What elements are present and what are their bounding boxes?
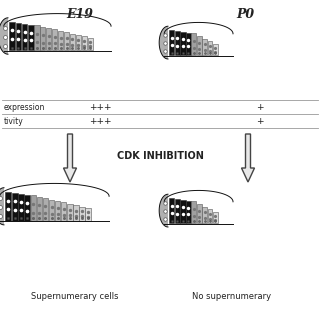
Bar [24, 196, 30, 220]
Text: E19: E19 [67, 8, 93, 21]
Bar [36, 197, 42, 220]
Bar [73, 205, 79, 220]
Bar [52, 29, 57, 50]
Text: Supernumerary cells: Supernumerary cells [31, 292, 119, 301]
Bar [79, 207, 85, 220]
Bar [213, 212, 218, 223]
Bar [85, 208, 91, 220]
Bar [16, 23, 21, 50]
Bar [64, 32, 69, 50]
Bar [180, 200, 186, 223]
Bar [175, 199, 180, 223]
Bar [40, 27, 45, 50]
Bar [46, 28, 52, 50]
Bar [34, 25, 39, 50]
Text: P0: P0 [236, 8, 254, 21]
Text: CDK INHIBITION: CDK INHIBITION [116, 151, 204, 161]
Bar [169, 198, 174, 223]
Text: +: + [256, 116, 264, 125]
Text: +++: +++ [89, 116, 111, 125]
Text: expression: expression [4, 102, 45, 111]
Bar [186, 33, 191, 55]
Bar [191, 33, 196, 55]
Bar [61, 203, 67, 220]
Bar [18, 194, 24, 220]
Bar [58, 31, 63, 50]
Text: +: + [256, 102, 264, 111]
Polygon shape [242, 134, 254, 182]
Bar [82, 36, 87, 50]
Bar [70, 34, 75, 50]
Text: tivity: tivity [4, 116, 24, 125]
Polygon shape [159, 26, 168, 59]
Bar [31, 196, 36, 220]
Polygon shape [159, 194, 168, 227]
Bar [67, 204, 73, 220]
Bar [202, 207, 207, 223]
Bar [12, 193, 18, 220]
Polygon shape [0, 18, 8, 54]
Bar [43, 198, 48, 220]
Bar [202, 39, 207, 55]
Bar [175, 31, 180, 55]
Bar [186, 201, 191, 223]
Bar [207, 41, 212, 55]
Bar [191, 201, 196, 223]
Bar [76, 35, 81, 50]
Bar [22, 24, 28, 50]
Bar [207, 209, 212, 223]
Bar [5, 192, 11, 220]
Bar [9, 22, 15, 50]
Bar [55, 201, 60, 220]
Bar [197, 36, 202, 55]
Text: No supernumerary: No supernumerary [192, 292, 272, 301]
Bar [169, 30, 174, 55]
Bar [49, 200, 54, 220]
Text: +++: +++ [89, 102, 111, 111]
Bar [213, 44, 218, 55]
Polygon shape [0, 188, 4, 225]
Bar [28, 25, 34, 50]
Bar [197, 204, 202, 223]
Bar [180, 32, 186, 55]
Bar [88, 38, 93, 50]
Polygon shape [63, 134, 76, 182]
